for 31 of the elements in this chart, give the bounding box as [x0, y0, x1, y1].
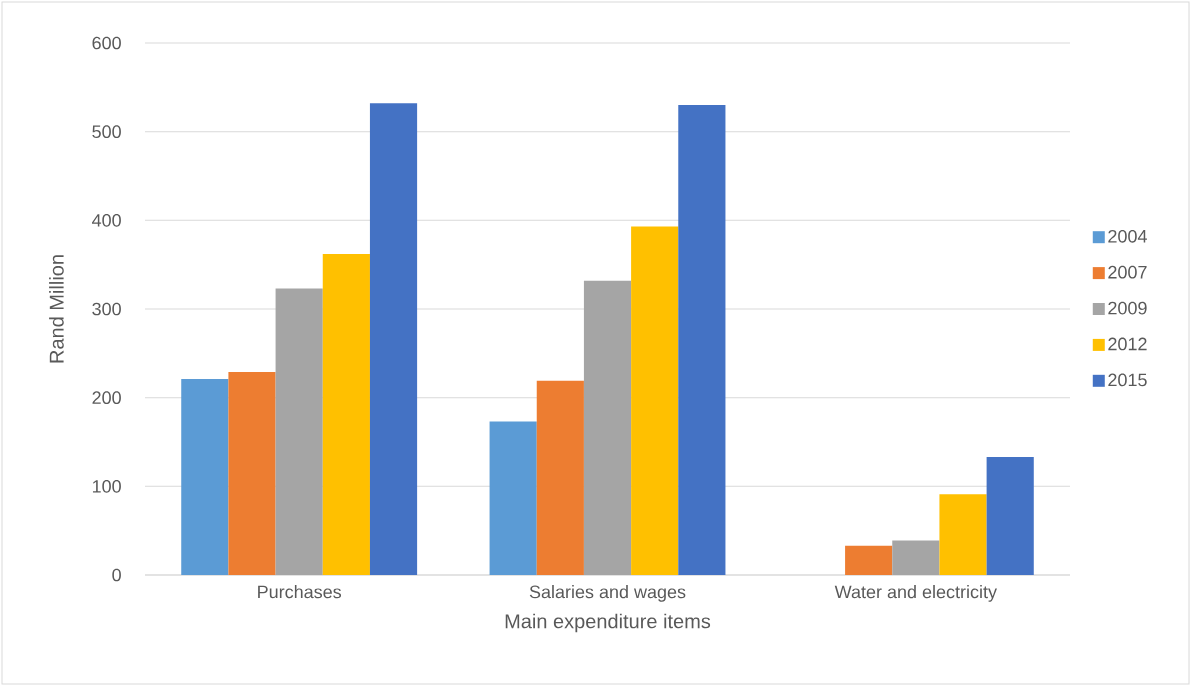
bar [892, 540, 940, 575]
bar [181, 379, 229, 575]
y-axis-title: Rand Million [49, 255, 64, 363]
legend-label: 2004 [1108, 229, 1147, 243]
legend-label: 2012 [1108, 337, 1147, 351]
bar [322, 254, 370, 575]
bar [986, 457, 1034, 575]
y-tick-label: 0 [112, 568, 121, 582]
legend-label: 2009 [1108, 301, 1147, 315]
bar [631, 226, 679, 575]
y-tick-label: 500 [92, 125, 121, 139]
bar [228, 371, 276, 575]
legend-label: 2007 [1108, 265, 1147, 279]
bar [678, 105, 726, 575]
y-tick-label: 100 [92, 479, 121, 493]
bar [369, 103, 418, 575]
bar [275, 288, 323, 575]
bar [845, 545, 893, 575]
x-tick-label: Water and electricity [834, 585, 997, 602]
x-tick-label: Purchases [258, 585, 342, 599]
y-tick-label: 400 [92, 213, 121, 227]
bar [583, 280, 632, 575]
bar [489, 421, 537, 575]
x-axis-title: Main expenditure items [505, 613, 711, 633]
legend-label: 2015 [1108, 373, 1147, 387]
x-tick-label: Salaries and wages [529, 585, 686, 602]
y-tick-label: 200 [92, 391, 121, 405]
y-tick-label: 300 [92, 302, 121, 316]
y-tick-label: 600 [92, 36, 121, 50]
bar [536, 380, 584, 575]
bar [939, 494, 987, 575]
